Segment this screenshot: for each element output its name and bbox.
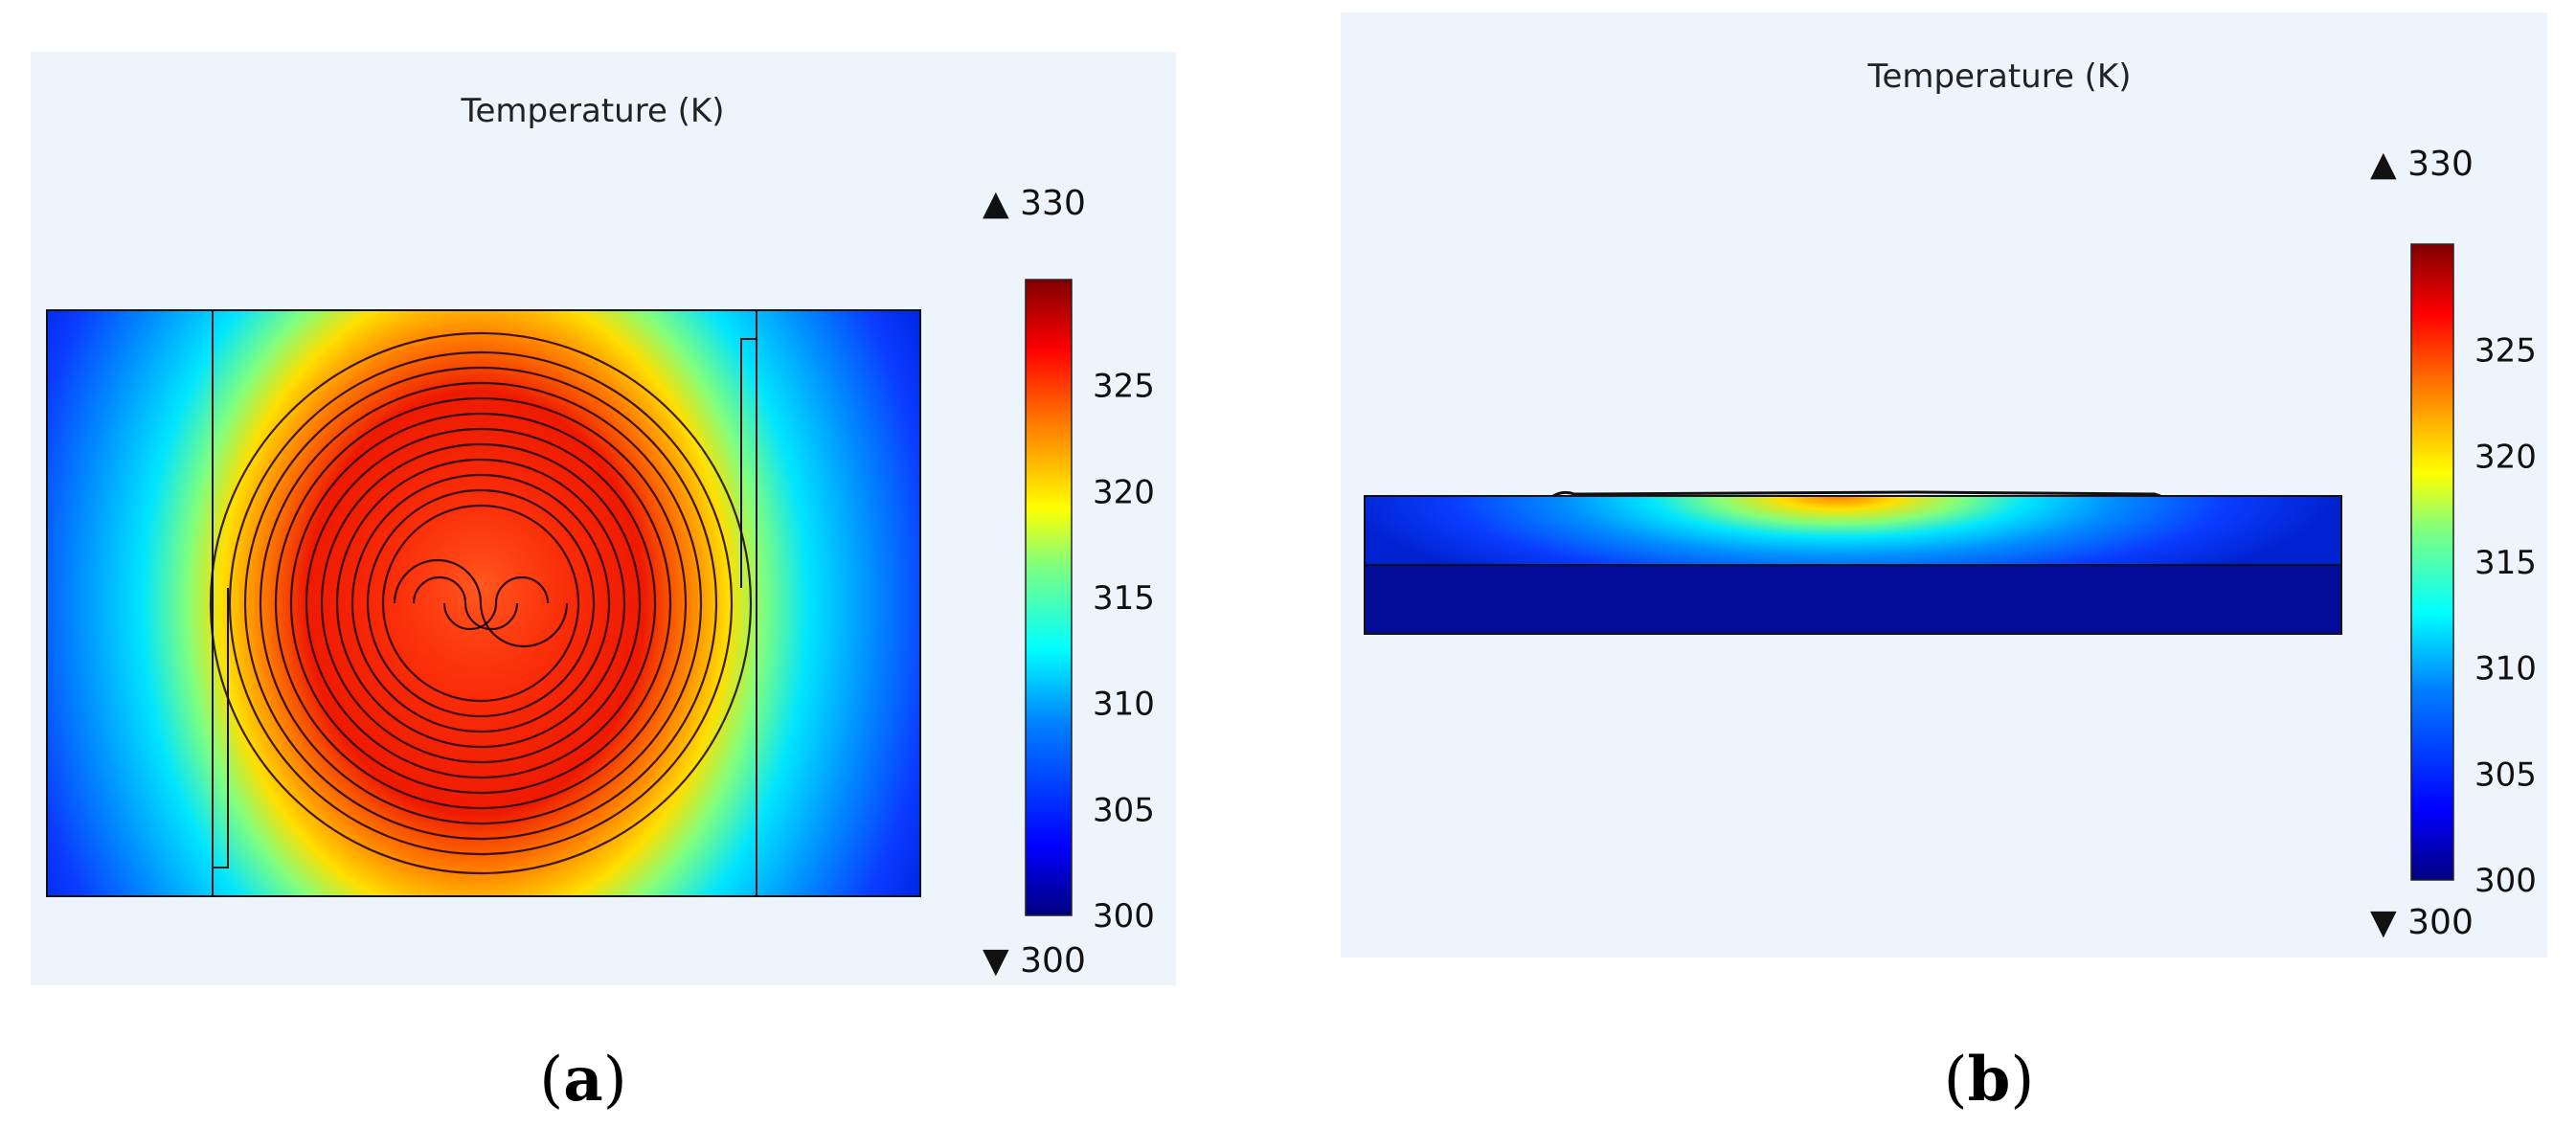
panel-a-min-label: ▼ 300 xyxy=(983,941,1086,980)
panel-a: Temperature (K) xyxy=(31,52,1176,985)
caption-b-letter: b xyxy=(1967,1044,2011,1116)
panel-b-colorbar: ▲ 330 325 320 315 310 305 300 ▼ 300 xyxy=(2370,145,2537,942)
panel-b-colorbar-gradient xyxy=(2410,243,2454,881)
caption-a-open: ( xyxy=(539,1045,564,1116)
colorbar-tick-label: 300 xyxy=(1093,897,1155,935)
panel-a-colorbar-gradient xyxy=(1025,279,1073,916)
colorbar-tick-label: 320 xyxy=(2474,438,2537,476)
panel-b-background xyxy=(1341,12,2547,958)
panel-a-colorbar-ticks: 325 320 315 310 305 300 xyxy=(1093,368,1155,935)
panel-a-figure: Temperature (K) xyxy=(31,52,1176,985)
colorbar-tick-label: 320 xyxy=(1093,473,1155,511)
colorbar-tick-label: 310 xyxy=(1093,686,1155,724)
caption-b-close: ) xyxy=(2010,1045,2035,1116)
panel-a-colorbar: ▲ 330 325 320 315 310 305 300 ▼ 300 xyxy=(983,184,1155,980)
caption-b: (b) xyxy=(1845,1044,2133,1116)
caption-a-letter: a xyxy=(563,1044,603,1116)
colorbar-tick-label: 325 xyxy=(1093,368,1155,406)
colorbar-tick-label: 305 xyxy=(2474,755,2537,794)
panel-b-title: Temperature (K) xyxy=(1866,57,2131,96)
panel-a-max-label: ▲ 330 xyxy=(983,184,1086,223)
panel-b-figure: Temperature (K) ▲ 330 325 320 315 310 305 300… xyxy=(1341,12,2547,958)
panel-b-max-label: ▲ 330 xyxy=(2370,145,2474,184)
caption-a: (a) xyxy=(440,1044,727,1116)
panel-b-colorbar-ticks: 325 320 315 310 305 300 xyxy=(2474,332,2537,900)
panel-b-heatmap xyxy=(1364,490,2342,635)
panel-b: Temperature (K) ▲ 330 325 320 315 310 305 300… xyxy=(1341,12,2547,958)
caption-a-close: ) xyxy=(602,1045,627,1116)
panel-b-min-label: ▼ 300 xyxy=(2370,903,2474,942)
colorbar-tick-label: 315 xyxy=(2474,544,2537,582)
colorbar-tick-label: 300 xyxy=(2474,862,2537,900)
colorbar-tick-label: 325 xyxy=(2474,332,2537,371)
colorbar-tick-label: 315 xyxy=(1093,579,1155,618)
caption-b-open: ( xyxy=(1943,1045,1968,1116)
colorbar-tick-label: 310 xyxy=(2474,650,2537,688)
panel-a-title: Temperature (K) xyxy=(460,92,724,130)
panel-a-heatmap xyxy=(46,309,921,897)
colorbar-tick-label: 305 xyxy=(1093,791,1155,829)
